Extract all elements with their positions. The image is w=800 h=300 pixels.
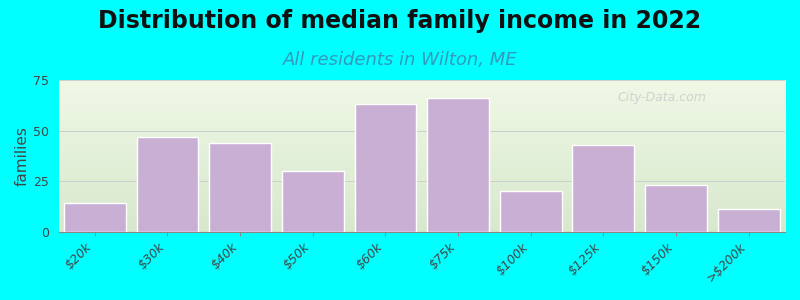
Text: City-Data.com: City-Data.com: [618, 91, 706, 103]
Bar: [354, 104, 416, 232]
Bar: [718, 209, 779, 232]
Bar: [645, 185, 707, 232]
Text: Distribution of median family income in 2022: Distribution of median family income in …: [98, 9, 702, 33]
Bar: [573, 145, 634, 232]
Bar: [64, 203, 126, 232]
Bar: [137, 136, 198, 232]
Bar: [427, 98, 489, 232]
Bar: [500, 191, 562, 232]
Y-axis label: families: families: [15, 126, 30, 186]
Text: All residents in Wilton, ME: All residents in Wilton, ME: [282, 51, 518, 69]
Bar: [282, 171, 344, 232]
Bar: [210, 143, 271, 232]
